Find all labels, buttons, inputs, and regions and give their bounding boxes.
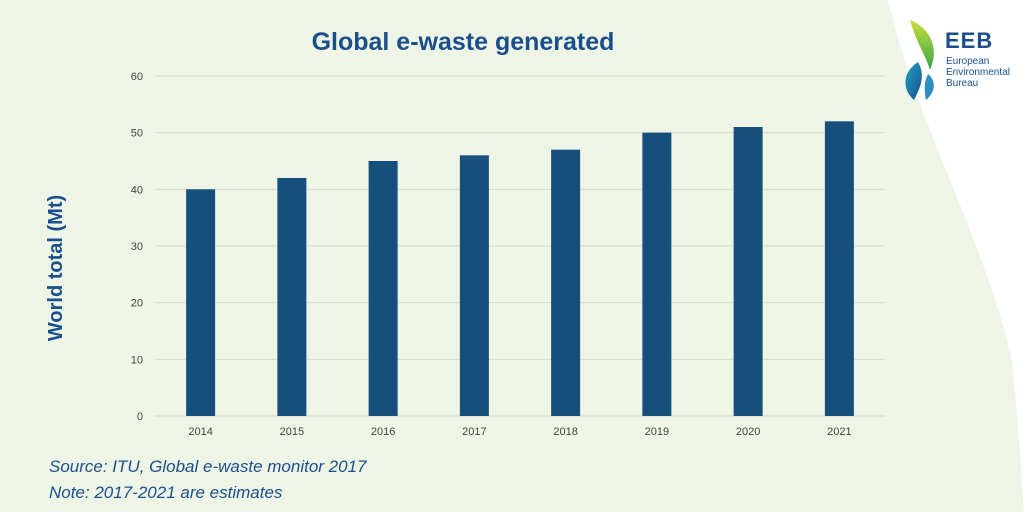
y-axis-ticks: 0 10 20 30 40 50 60 (131, 71, 143, 423)
x-tick-label: 2015 (280, 426, 304, 438)
bars (186, 121, 854, 417)
x-tick-label: 2016 (371, 426, 395, 438)
source-note: Source: ITU, Global e-waste monitor 2017 (49, 457, 367, 476)
bar-2014 (186, 189, 216, 416)
x-tick-label: 2019 (645, 426, 669, 438)
x-tick-label: 2014 (188, 426, 212, 438)
chart-title: Global e-waste generated (312, 28, 615, 56)
x-tick-label: 2018 (553, 426, 577, 438)
bar-2020 (733, 127, 763, 416)
y-axis-label: World total (Mt) (45, 195, 67, 341)
eeb-logo: EEB European Environmental Bureau (900, 16, 1010, 106)
bar-2017 (459, 155, 489, 417)
white-curve-panel (888, 0, 1024, 512)
y-tick-label: 10 (131, 354, 143, 366)
bar-2018 (551, 149, 581, 416)
bar-2015 (277, 178, 307, 416)
x-tick-label: 2021 (827, 426, 851, 438)
x-tick-label: 2020 (736, 426, 760, 438)
x-axis-ticks: 2014 2015 2016 2017 2018 2019 2020 2021 (188, 426, 851, 438)
logo-acronym: EEB (945, 28, 994, 53)
leaf-icon (905, 20, 934, 100)
y-tick-label: 0 (137, 411, 143, 423)
estimate-note: Note: 2017-2021 are estimates (49, 483, 283, 502)
logo-line-bureau: Bureau (946, 78, 979, 89)
bar-2021 (824, 121, 854, 416)
logo-line-european: European (946, 56, 990, 67)
bar-2019 (642, 132, 672, 416)
y-tick-label: 40 (131, 184, 143, 196)
gridlines (155, 75, 885, 417)
bar-2016 (368, 161, 398, 416)
logo-line-environmental: Environmental (946, 67, 1010, 78)
y-tick-label: 50 (131, 128, 143, 140)
x-tick-label: 2017 (462, 426, 486, 438)
y-tick-label: 60 (131, 71, 143, 83)
y-tick-label: 30 (131, 241, 143, 253)
y-tick-label: 20 (131, 298, 143, 310)
